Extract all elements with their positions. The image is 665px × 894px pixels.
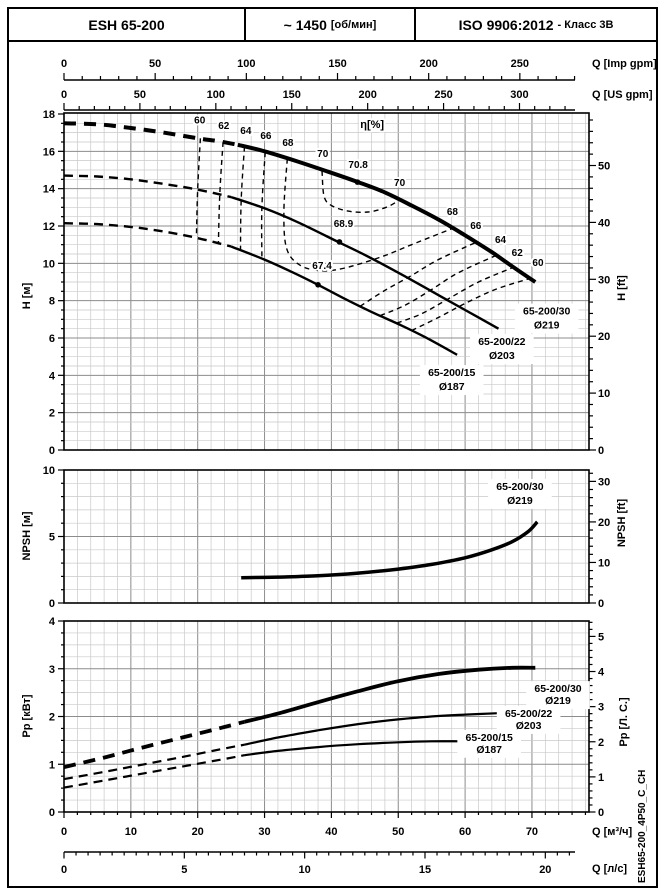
header-row: ESH 65-200 ~ 1450 [об/мин] ISO 9906:2012… xyxy=(9,9,656,42)
pump-model-cell: ESH 65-200 xyxy=(9,9,246,40)
pump-model: ESH 65-200 xyxy=(88,16,165,33)
standard-cell: ISO 9906:2012 - Класс 3В xyxy=(416,9,656,40)
standard: ISO 9906:2012 xyxy=(458,16,554,33)
speed-cell: ~ 1450 [об/мин] xyxy=(246,9,416,40)
sheet-border: ESH 65-200 ~ 1450 [об/мин] ISO 9906:2012… xyxy=(7,7,658,888)
pump-speed: ~ 1450 xyxy=(283,16,327,33)
drawing-code-label: ESH65-200_4P50_C_CH xyxy=(637,769,648,883)
pump-speed-unit: [об/мин] xyxy=(330,18,377,31)
standard-class: - Класс 3В xyxy=(557,18,614,31)
